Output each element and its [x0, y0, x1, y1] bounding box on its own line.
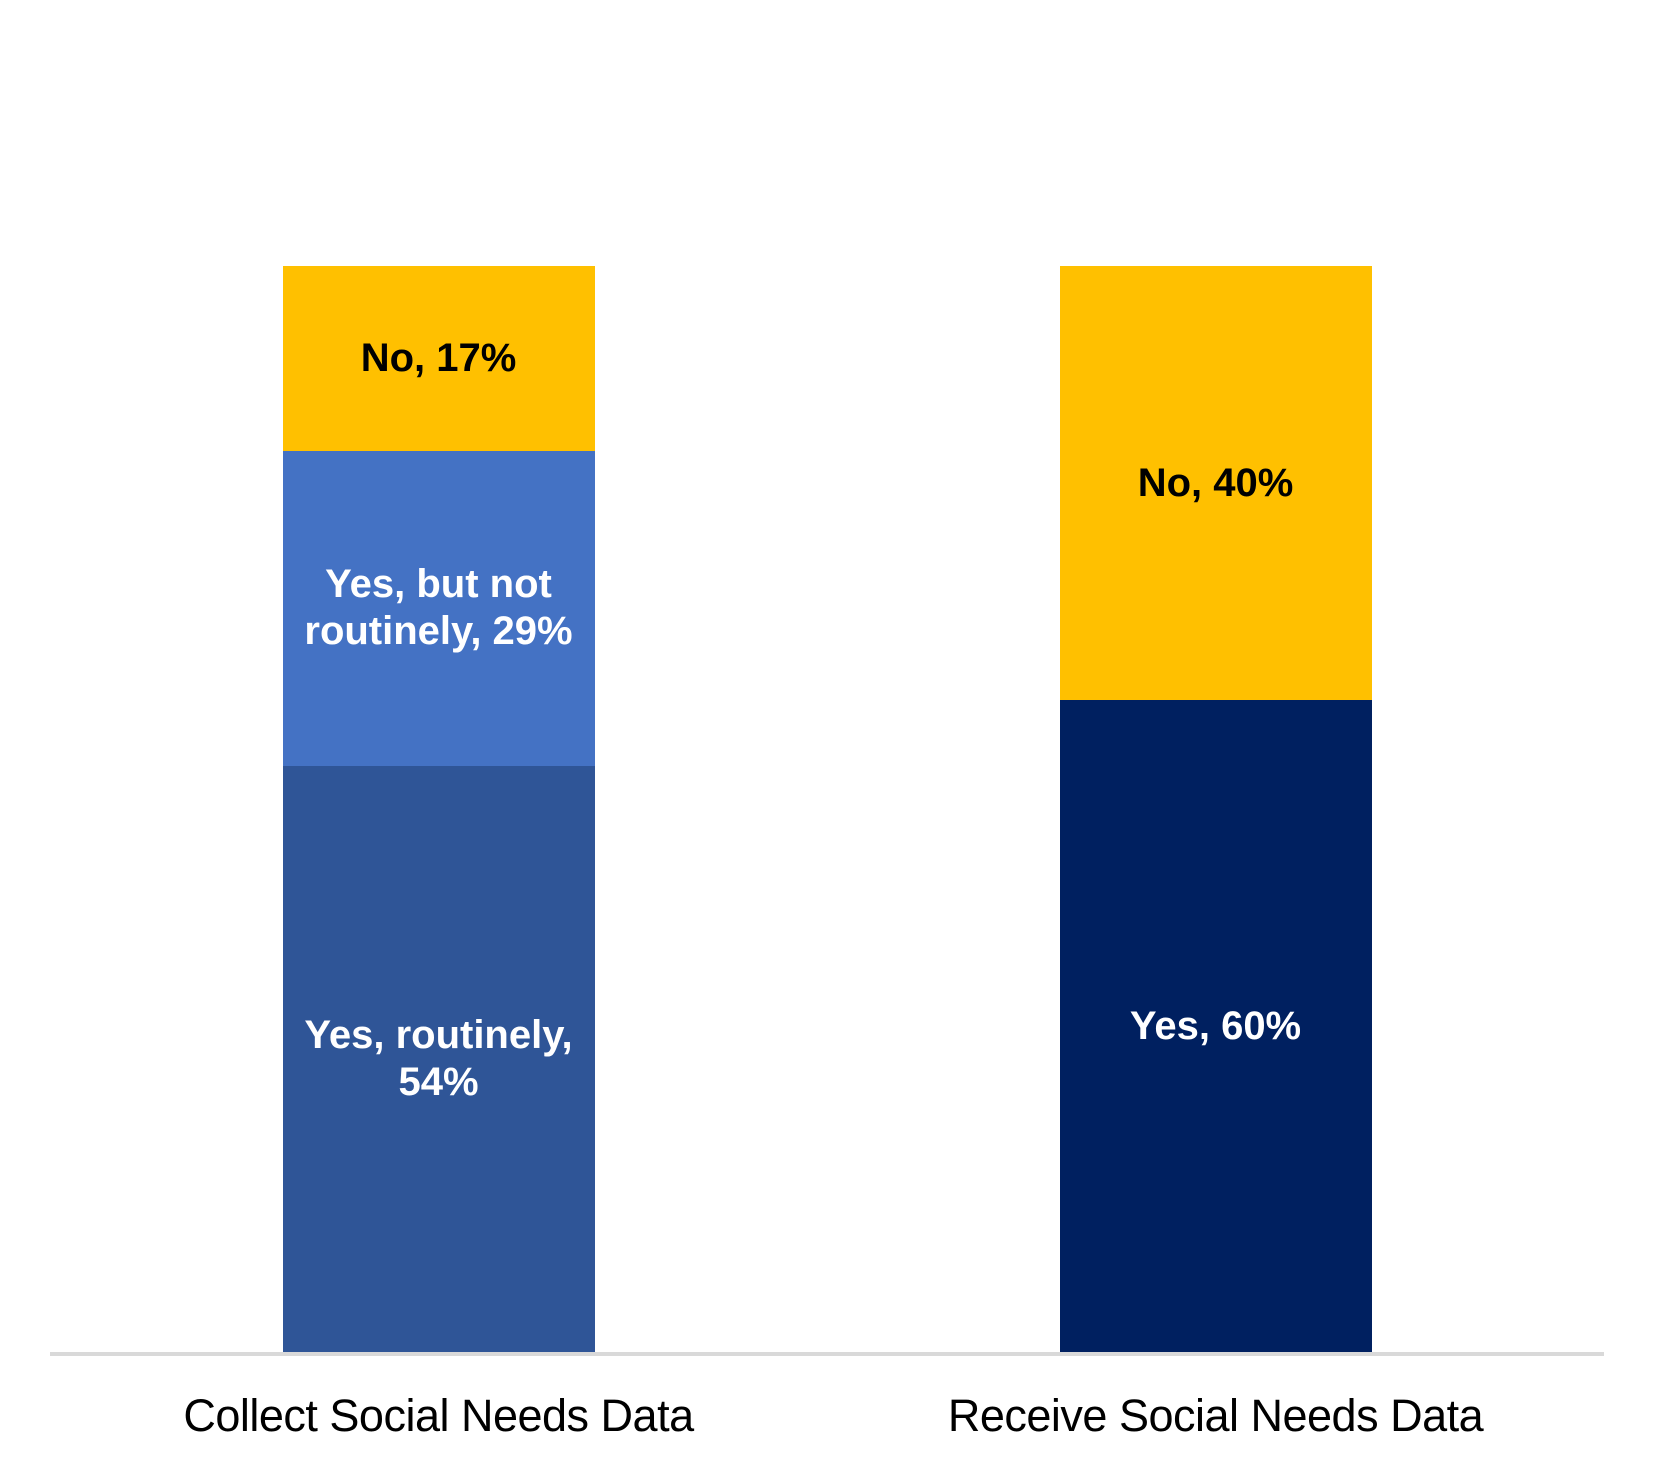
bar-segment: No, 40%: [1059, 266, 1372, 701]
stacked-bar: No, 40% Yes, 60%: [1059, 266, 1372, 1352]
segment-data-label: No, 17%: [360, 335, 517, 380]
segment-data-label: Yes, routinely, 54%: [304, 1012, 573, 1104]
segment-data-label: Yes, but not routinely, 29%: [304, 561, 573, 654]
bar-segment: Yes, routinely, 54%: [282, 765, 595, 1352]
category-axis-label: Collect Social Needs Data: [183, 1390, 694, 1441]
x-axis-labels: Collect Social Needs Data Receive Social …: [50, 1390, 1604, 1442]
bar-segment: No, 17%: [282, 266, 595, 451]
bars-container: No, 17% Yes, but not routinely, 29% Yes, r…: [50, 266, 1604, 1352]
category-slot: No, 17% Yes, but not routinely, 29% Yes, r…: [50, 266, 827, 1352]
segment-data-label: Yes, 60%: [1129, 1003, 1302, 1048]
plot-area: No, 17% Yes, but not routinely, 29% Yes, r…: [50, 0, 1604, 1469]
x-axis-line: [50, 1352, 1604, 1356]
segment-data-label: No, 40%: [1137, 460, 1294, 505]
bar-segment: Yes, but not routinely, 29%: [282, 450, 595, 766]
stacked-bar: No, 17% Yes, but not routinely, 29% Yes, r…: [282, 266, 595, 1352]
bar-segment: Yes, 60%: [1059, 700, 1372, 1352]
category-slot: No, 40% Yes, 60%: [827, 266, 1604, 1352]
category-axis-label: Receive Social Needs Data: [947, 1390, 1484, 1441]
